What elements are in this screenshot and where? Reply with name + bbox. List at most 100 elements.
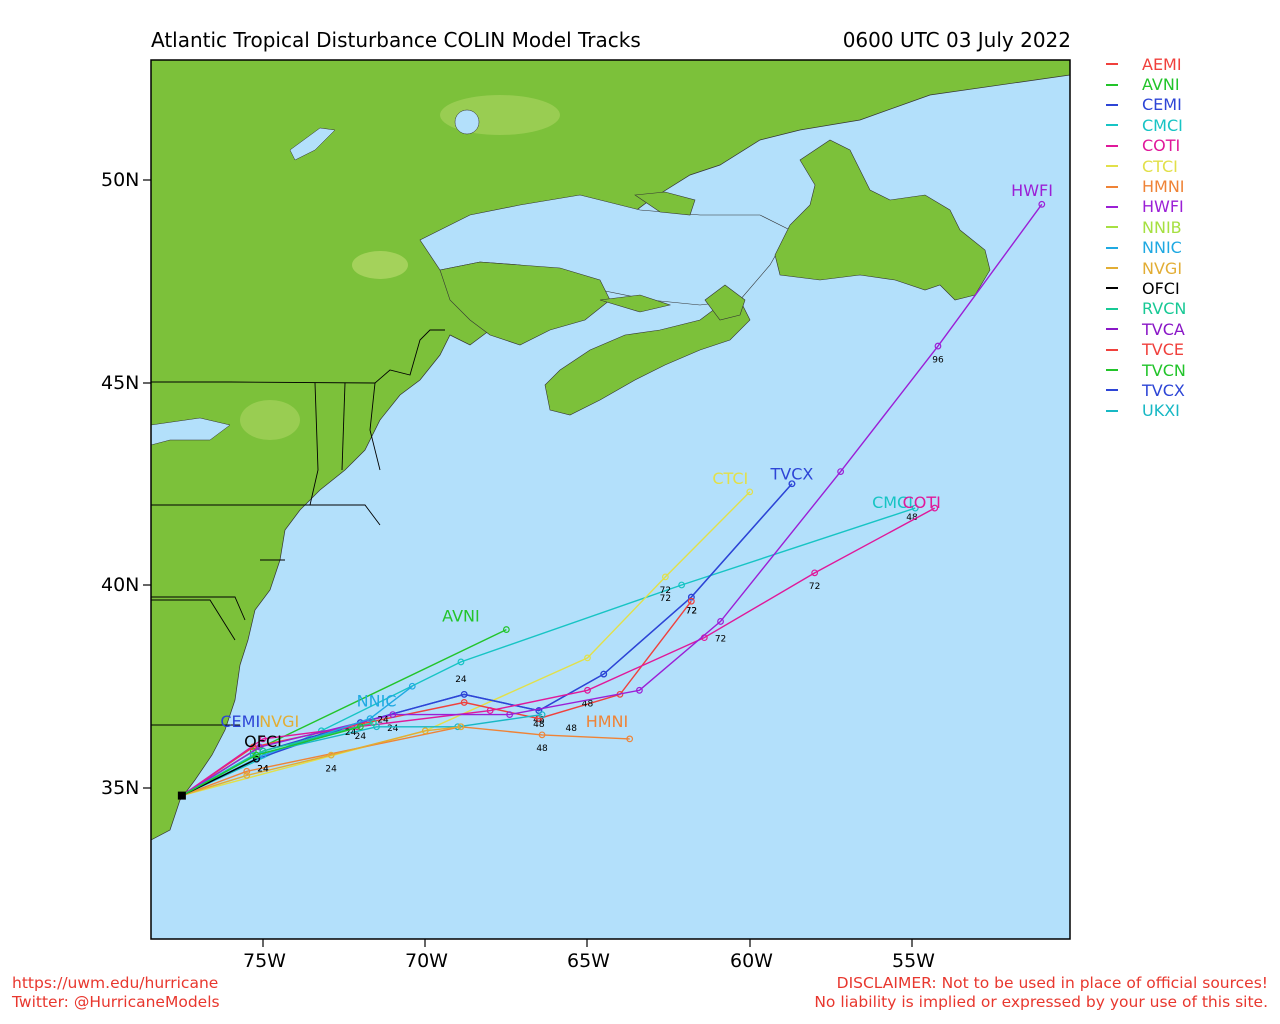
disclaimer-line-2: No liability is implied or expressed by … bbox=[814, 993, 1268, 1011]
highland-patch bbox=[240, 400, 300, 440]
legend-label: OFCI bbox=[1142, 278, 1180, 298]
track-point bbox=[538, 731, 546, 739]
legend-label: RVCN bbox=[1142, 299, 1187, 319]
legend-item-tvcn: TVCN bbox=[1100, 360, 1186, 380]
forecast-hour-label: 48 bbox=[536, 744, 548, 754]
track-line bbox=[181, 203, 1043, 797]
footer-url[interactable]: https://uwm.edu/hurricane bbox=[12, 974, 219, 992]
land-gaspe bbox=[439, 261, 611, 346]
track-point bbox=[366, 715, 374, 723]
legend-item-tvcx: TVCX bbox=[1100, 380, 1186, 400]
lat-tick-label: 50N bbox=[101, 169, 140, 191]
lon-tick-label: 70W bbox=[405, 950, 448, 972]
track-end-label: NVGI bbox=[259, 712, 299, 731]
legend-label: NNIC bbox=[1142, 238, 1182, 258]
track-point bbox=[911, 504, 919, 512]
track-point bbox=[502, 626, 510, 633]
forecast-hour-label: 48 bbox=[533, 716, 545, 726]
lake bbox=[454, 109, 480, 135]
legend-label: AVNI bbox=[1142, 75, 1180, 95]
track-point bbox=[584, 686, 591, 694]
track-point bbox=[811, 569, 819, 577]
legend-item-rvcn: RVCN bbox=[1100, 299, 1186, 319]
track-end-label: OFCI bbox=[244, 732, 282, 751]
track-point bbox=[626, 735, 634, 743]
forecast-hour-label: 72 bbox=[686, 606, 697, 616]
land-cape-breton bbox=[704, 284, 746, 321]
legend-label: HWFI bbox=[1142, 197, 1184, 217]
legend-swatch bbox=[1106, 83, 1118, 86]
track-point bbox=[837, 468, 845, 476]
forecast-hour-label: 96 bbox=[932, 355, 944, 365]
track-point bbox=[506, 711, 514, 718]
legend-swatch bbox=[1106, 267, 1118, 270]
legend-swatch bbox=[1106, 185, 1118, 188]
legend-swatch bbox=[1106, 144, 1118, 147]
legend-swatch bbox=[1106, 165, 1118, 168]
legend-label: COTI bbox=[1142, 136, 1181, 156]
track-end-label: AVNI bbox=[442, 606, 480, 625]
legend-label: TVCE bbox=[1142, 340, 1184, 360]
legend-item-avni: AVNI bbox=[1100, 74, 1186, 94]
forecast-hour-label: 24 bbox=[257, 764, 269, 774]
track-point bbox=[535, 707, 543, 714]
legend-item-tvca: TVCA bbox=[1100, 319, 1186, 339]
track-end-label: CEMI bbox=[220, 712, 260, 731]
legend-label: NVGI bbox=[1142, 258, 1183, 278]
lon-tick-label: 60W bbox=[730, 950, 773, 972]
track-point bbox=[253, 755, 260, 763]
track-tvcn bbox=[181, 723, 364, 797]
track-line bbox=[181, 726, 361, 797]
track-point bbox=[373, 723, 380, 731]
track-end-label: NNIC bbox=[357, 692, 397, 711]
track-end-label: HWFI bbox=[1011, 181, 1053, 200]
forecast-hour-label: 24 bbox=[455, 675, 467, 685]
legend-label: TVCX bbox=[1142, 380, 1185, 400]
forecast-hour-label: 72 bbox=[809, 582, 820, 592]
tick-marks bbox=[143, 179, 913, 947]
legend-label: CTCI bbox=[1142, 156, 1178, 176]
chart-timestamp: 0600 UTC 03 July 2022 bbox=[842, 28, 1071, 52]
legend-swatch bbox=[1106, 307, 1118, 310]
track-point bbox=[584, 654, 591, 662]
forecast-hour-label: 24 bbox=[257, 764, 269, 774]
legend-item-cmci: CMCI bbox=[1100, 115, 1186, 135]
track-point bbox=[457, 658, 465, 666]
lon-tick-label: 55W bbox=[892, 950, 935, 972]
legend-swatch bbox=[1106, 103, 1118, 106]
legend-item-coti: COTI bbox=[1100, 136, 1186, 156]
lat-tick-label: 35N bbox=[101, 777, 140, 799]
track-point bbox=[243, 771, 251, 779]
track-point bbox=[460, 699, 468, 706]
lake bbox=[151, 417, 231, 446]
forecast-hour-label: 72 bbox=[686, 606, 697, 616]
forecast-hour-label: 24 bbox=[387, 724, 399, 734]
legend-label: TVCA bbox=[1142, 319, 1185, 339]
legend-swatch bbox=[1106, 124, 1118, 127]
legend-label: CEMI bbox=[1142, 95, 1182, 115]
legend-swatch bbox=[1106, 246, 1118, 249]
land-newfoundland bbox=[774, 139, 991, 301]
legend-item-cemi: CEMI bbox=[1100, 95, 1186, 115]
forecast-hour-label: 24 bbox=[325, 764, 337, 774]
land-anticosti bbox=[634, 191, 696, 216]
track-point bbox=[421, 727, 429, 735]
track-end-label: CTCI bbox=[712, 469, 748, 488]
legend-swatch bbox=[1106, 287, 1118, 290]
track-point bbox=[249, 747, 257, 755]
footer-twitter[interactable]: Twitter: @HurricaneModels bbox=[12, 993, 220, 1011]
legend-swatch bbox=[1106, 348, 1118, 351]
track-point bbox=[327, 751, 335, 759]
track-point bbox=[636, 686, 643, 694]
track-point bbox=[369, 719, 377, 727]
track-point bbox=[253, 751, 260, 759]
track-point bbox=[746, 488, 754, 496]
track-point bbox=[460, 690, 468, 698]
legend-item-aemi: AEMI bbox=[1100, 54, 1186, 74]
track-line bbox=[181, 726, 461, 797]
legend-swatch bbox=[1106, 63, 1118, 66]
lat-tick-label: 40N bbox=[101, 574, 140, 596]
forecast-hour-label: 72 bbox=[660, 586, 671, 596]
legend-swatch bbox=[1106, 226, 1118, 229]
